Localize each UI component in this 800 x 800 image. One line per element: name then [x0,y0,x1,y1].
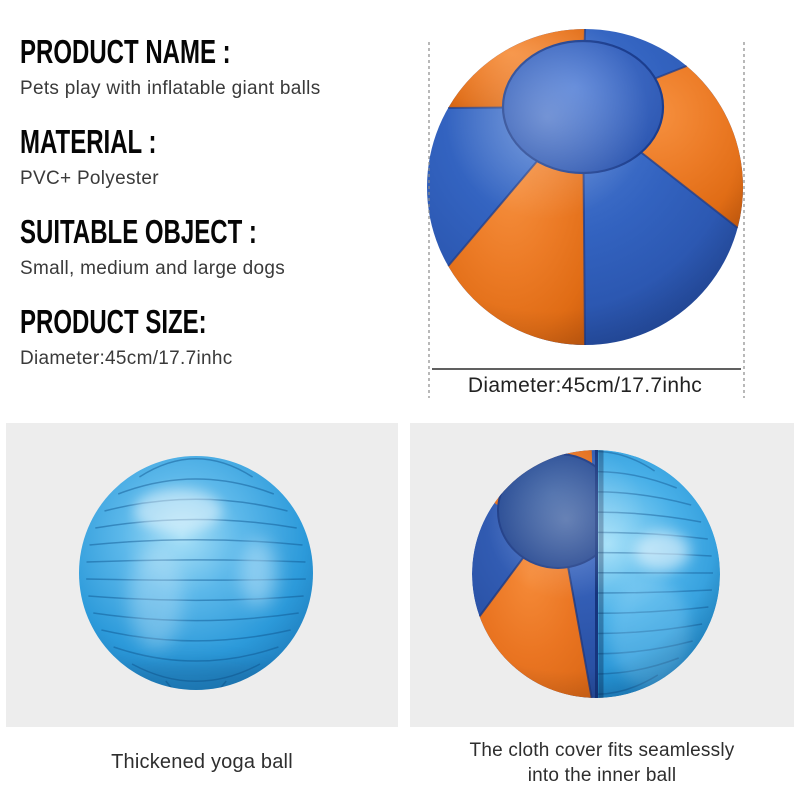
spec-list: PRODUCT NAME : Pets play with inflatable… [20,34,415,396]
spec-product-size-value: Diameter:45cm/17.7inhc [20,348,233,369]
gallery-right-caption: The cloth cover fits seamlessly into the… [410,738,794,788]
dimension-label: Diameter:45cm/17.7inhc [467,374,703,397]
spec-product-size: PRODUCT SIZE: Diameter:45cm/17.7inhc [20,304,415,370]
covered-ball-image [472,450,720,698]
gallery-left-caption: Thickened yoga ball [111,751,293,773]
covered-ball-shading [472,450,720,698]
ball-shading [427,29,743,345]
spec-product-name-value: Pets play with inflatable giant balls [20,78,321,99]
spec-suitable-object-label: SUITABLE OBJECT : [20,214,257,251]
gallery-left-panel [6,423,398,727]
yoga-ball-image [79,456,313,690]
spec-suitable-object: SUITABLE OBJECT : Small, medium and larg… [20,214,415,280]
cover-ball-image [427,28,745,398]
spec-material-label: MATERIAL : [20,124,157,161]
spec-product-name: PRODUCT NAME : Pets play with inflatable… [20,34,415,100]
yoga-ball-ridges [86,458,306,690]
spec-product-size-label: PRODUCT SIZE: [20,304,207,341]
spec-product-name-label: PRODUCT NAME : [20,34,231,71]
gallery-right-panel [410,423,794,727]
gallery-right-caption-text: The cloth cover fits seamlessly into the… [469,740,735,786]
spec-suitable-object-value: Small, medium and large dogs [20,258,286,279]
hero-product-image [420,20,750,405]
spec-material: MATERIAL : PVC+ Polyester [20,124,415,190]
spec-material-value: PVC+ Polyester [20,168,159,189]
